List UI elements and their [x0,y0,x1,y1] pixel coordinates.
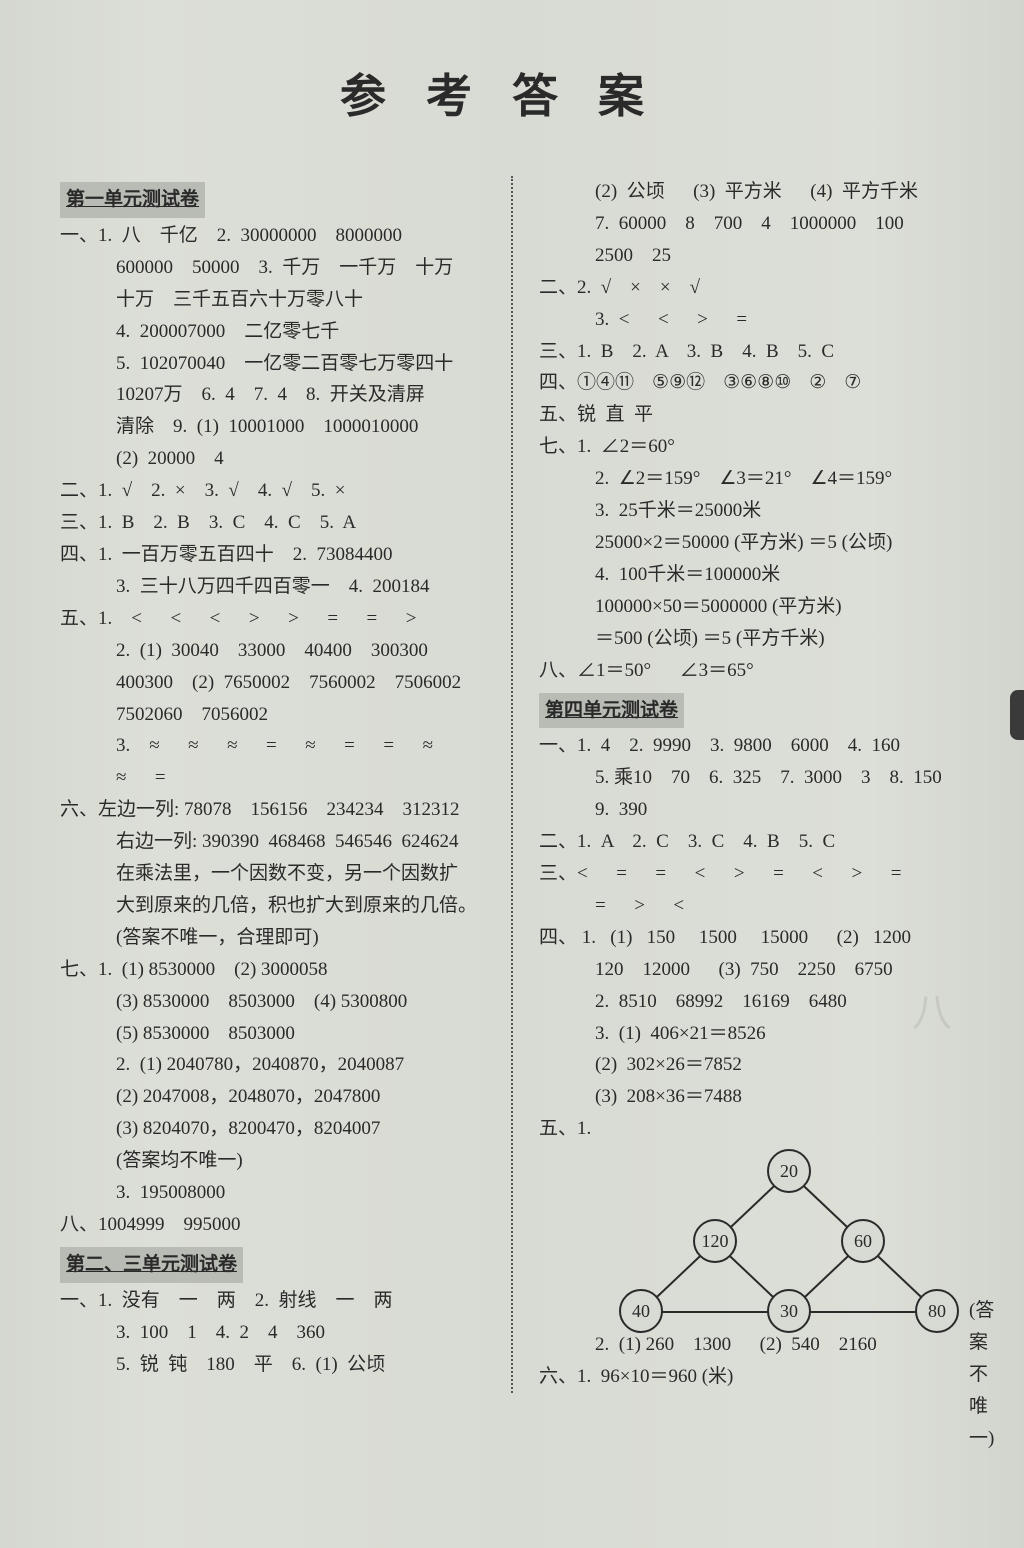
text-line: 3. ≈ ≈ ≈ = ≈ = = ≈ [60,730,485,762]
text-line: 右边一列: 390390 468468 546546 624624 [60,826,485,858]
text-line: 4. 100千米＝100000米 [539,559,964,591]
text-line: 三、1. B 2. A 3. B 4. B 5. C [539,336,964,368]
text-line: 四、1. 一百万零五百四十 2. 73084400 [60,539,485,571]
text-line: 一、1. 没有 一 两 2. 射线 一 两 [60,1285,485,1317]
text-line: 600000 50000 3. 千万 一千万 十万 [60,252,485,284]
triangle-number-diagram: 2012060403080(答案不唯一) [619,1149,959,1329]
text-line: ≈ = [60,762,485,794]
circled-numbers-line: 四、①④⑪⑤⑨⑫③⑥⑧⑩②⑦ [539,367,964,399]
text-line: 五、锐 直 平 [539,399,964,431]
text-line: 一、1. 4 2. 9990 3. 9800 6000 4. 160 [539,730,964,762]
left-column: 第一单元测试卷 一、1. 八 千亿 2. 30000000 8000000 60… [60,176,485,1393]
text-line: 5. 锐 钝 180 平 6. (1) 公顷 [60,1349,485,1381]
text-line: 八、1004999 995000 [60,1209,485,1241]
text-line: 120 12000 (3) 750 2250 6750 [539,954,964,986]
text-line: 在乘法里，一个因数不变，另一个因数扩 [60,858,485,890]
faint-watermark: 八 [912,980,952,1038]
text-line: 六、1. 96×10＝960 (米) [539,1361,964,1393]
text-line: (5) 8530000 8503000 [60,1018,485,1050]
diagram-node: 20 [767,1149,811,1193]
text-line: 3. 195008000 [60,1177,485,1209]
text-line: 2500 25 [539,240,964,272]
diagram-node: 120 [693,1219,737,1263]
text-line: 7. 60000 8 700 4 1000000 100 [539,208,964,240]
text-line: 400300 (2) 7650002 7560002 7506002 [60,667,485,699]
column-divider [511,176,513,1393]
text-line: 七、1. (1) 8530000 (2) 3000058 [60,954,485,986]
diagram-node: 40 [619,1289,663,1333]
text-line: (3) 8204070，8200470，8204007 [60,1113,485,1145]
text-line: 2. (1) 30040 33000 40400 300300 [60,635,485,667]
text-line: 9. 390 [539,794,964,826]
text-line: 十万 三千五百六十万零八十 [60,284,485,316]
text-line: 二、1. √ 2. × 3. √ 4. √ 5. × [60,475,485,507]
text-line: 四、 1. (1) 150 1500 15000 (2) 1200 [539,922,964,954]
text-line: 六、左边一列: 78078 156156 234234 312312 [60,794,485,826]
text-line: (答案不唯一，合理即可) [60,922,485,954]
text-line: 3. < < > = [539,304,964,336]
text-line: 100000×50＝5000000 (平方米) [539,591,964,623]
text-line: 3. 三十八万四千四百零一 4. 200184 [60,571,485,603]
text-line: 二、1. A 2. C 3. C 4. B 5. C [539,826,964,858]
text-line: (3) 208×36＝7488 [539,1081,964,1113]
text-line: 7502060 7056002 [60,699,485,731]
text-line: 3. (1) 406×21＝8526 [539,1018,964,1050]
text-line: 三、< = = < > = < > = [539,858,964,890]
page-edge-tab [1010,690,1024,740]
right-column: (2) 公顷 (3) 平方米 (4) 平方千米 7. 60000 8 700 4… [539,176,964,1393]
text-line: (2) 2047008，2048070，2047800 [60,1081,485,1113]
text-line: ＝500 (公顷) ＝5 (平方千米) [539,623,964,655]
diagram-node: 30 [767,1289,811,1333]
text-line: 一、1. 八 千亿 2. 30000000 8000000 [60,220,485,252]
text-line: 二、2. √ × × √ [539,272,964,304]
text-line: (2) 公顷 (3) 平方米 (4) 平方千米 [539,176,964,208]
diagram-node: 60 [841,1219,885,1263]
text-line: 3. 100 1 4. 2 4 360 [60,1317,485,1349]
text-line: 5. 102070040 一亿零二百零七万零四十 [60,348,485,380]
text-line: 25000×2＝50000 (平方米) ＝5 (公顷) [539,527,964,559]
section-header-unit4: 第四单元测试卷 [539,693,684,729]
text-line: (2) 20000 4 [60,443,485,475]
text-line: 2. ∠2＝159° ∠3＝21° ∠4＝159° [539,463,964,495]
text-line: 八、∠1＝50° ∠3＝65° [539,655,964,687]
text-line: 4. 200007000 二亿零七千 [60,316,485,348]
text-line: 清除 9. (1) 10001000 1000010000 [60,411,485,443]
text-line: 2. (1) 2040780，2040870，2040087 [60,1049,485,1081]
text-line: 七、1. ∠2＝60° [539,431,964,463]
text-line: 大到原来的几倍，积也扩大到原来的几倍。 [60,890,485,922]
page-title: 参考答案 [60,60,964,126]
text-line: 五、1. < < < > > = = > [60,603,485,635]
text-line: (2) 302×26＝7852 [539,1049,964,1081]
text-line: 三、1. B 2. B 3. C 4. C 5. A [60,507,485,539]
diagram-note: (答案不唯一) [969,1295,994,1455]
text-line: = > < [539,890,964,922]
text-line: 10207万 6. 4 7. 4 8. 开关及清屏 [60,379,485,411]
text-line: 2. (1) 260 1300 (2) 540 2160 [539,1329,964,1361]
text-line: (答案均不唯一) [60,1145,485,1177]
content-columns: 第一单元测试卷 一、1. 八 千亿 2. 30000000 8000000 60… [60,176,964,1393]
text-line: 五、1. [539,1113,964,1145]
diagram-node: 80 [915,1289,959,1333]
text-line: (3) 8530000 8503000 (4) 5300800 [60,986,485,1018]
text-line: 3. 25千米＝25000米 [539,495,964,527]
text-line: 5. 乘10 70 6. 325 7. 3000 3 8. 150 [539,762,964,794]
text-line: 2. 8510 68992 16169 6480 [539,986,964,1018]
section-header-unit23: 第二、三单元测试卷 [60,1247,243,1283]
section-header-unit1: 第一单元测试卷 [60,182,205,218]
